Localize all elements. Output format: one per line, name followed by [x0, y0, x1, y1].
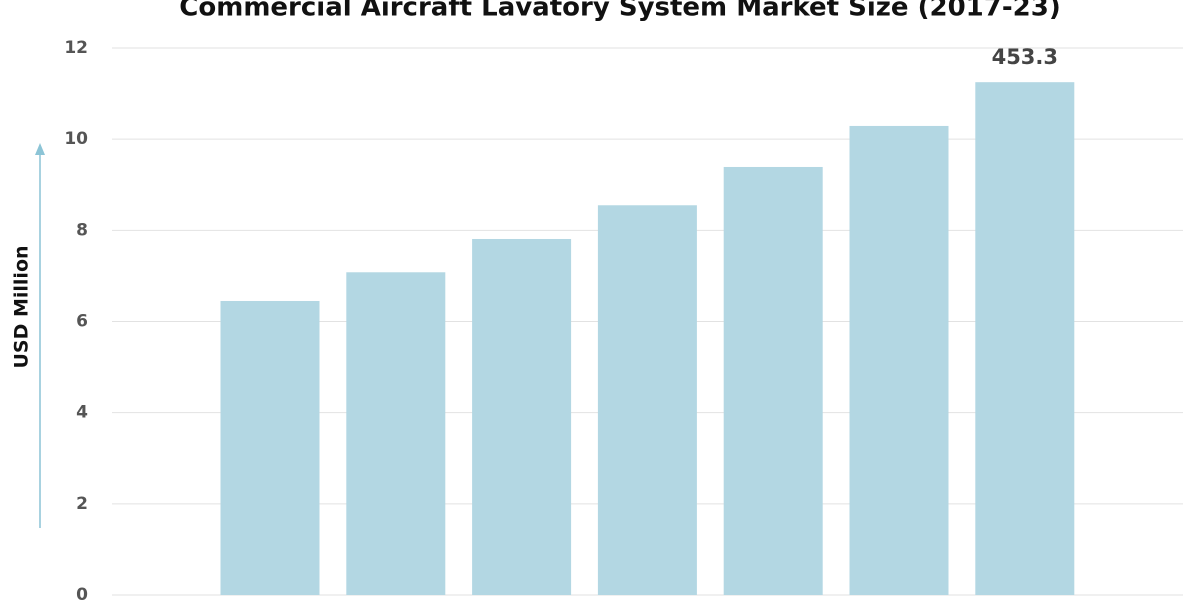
- axis-arrow-head: [35, 143, 45, 155]
- annotation: 453.3: [992, 45, 1058, 69]
- bar: [975, 82, 1075, 595]
- bar: [849, 125, 949, 595]
- y-tick-label: 2: [76, 494, 88, 514]
- chart-title: Commercial Aircraft Lavatory System Mark…: [179, 0, 1060, 23]
- y-tick-label: 10: [64, 129, 88, 149]
- y-tick-label: 4: [76, 403, 88, 423]
- y-tick-label: 12: [64, 38, 88, 58]
- bar: [723, 166, 823, 595]
- y-axis-label: USD Million: [11, 245, 33, 368]
- bar: [472, 238, 572, 595]
- y-tick-label: 6: [76, 312, 88, 332]
- bar: [346, 272, 446, 595]
- y-tick-label: 0: [76, 585, 88, 600]
- bar: [220, 300, 320, 595]
- y-tick-label: 8: [76, 220, 88, 240]
- bar: [597, 205, 697, 595]
